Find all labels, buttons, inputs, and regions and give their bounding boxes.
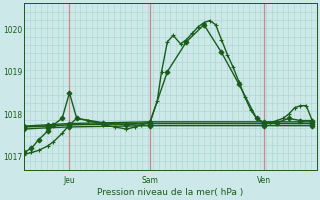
X-axis label: Pression niveau de la mer( hPa ): Pression niveau de la mer( hPa )	[97, 188, 244, 197]
